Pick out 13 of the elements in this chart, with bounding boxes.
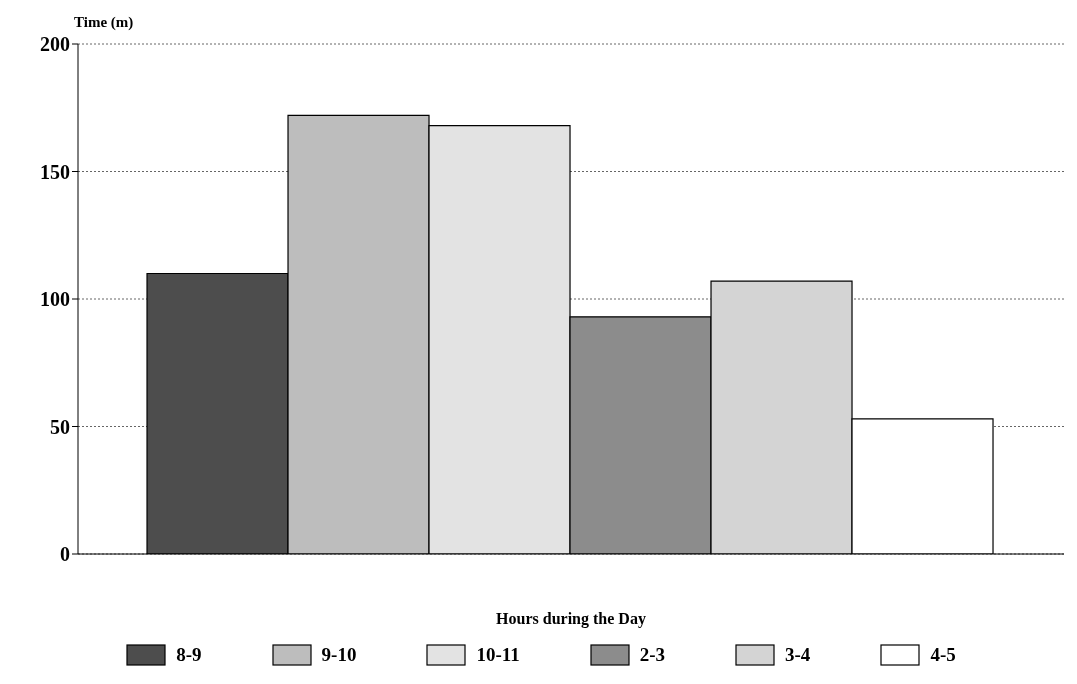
y-tick-label: 100: [40, 288, 70, 311]
y-tick-label: 200: [40, 33, 70, 56]
x-axis-title: Hours during the Day: [496, 610, 646, 628]
y-tick-label: 0: [60, 543, 70, 566]
legend-label: 10-11: [476, 644, 520, 666]
legend-label: 2-3: [639, 644, 666, 666]
legend-label: 4-5: [930, 644, 956, 666]
y-axis-title: Time (m): [74, 14, 134, 31]
legend-label: 9-10: [321, 644, 357, 666]
y-tick-label: 50: [50, 415, 70, 438]
y-tick-label: 150: [40, 160, 70, 183]
legend-label: 3-4: [785, 644, 811, 666]
legend-label: 8-9: [176, 644, 202, 666]
